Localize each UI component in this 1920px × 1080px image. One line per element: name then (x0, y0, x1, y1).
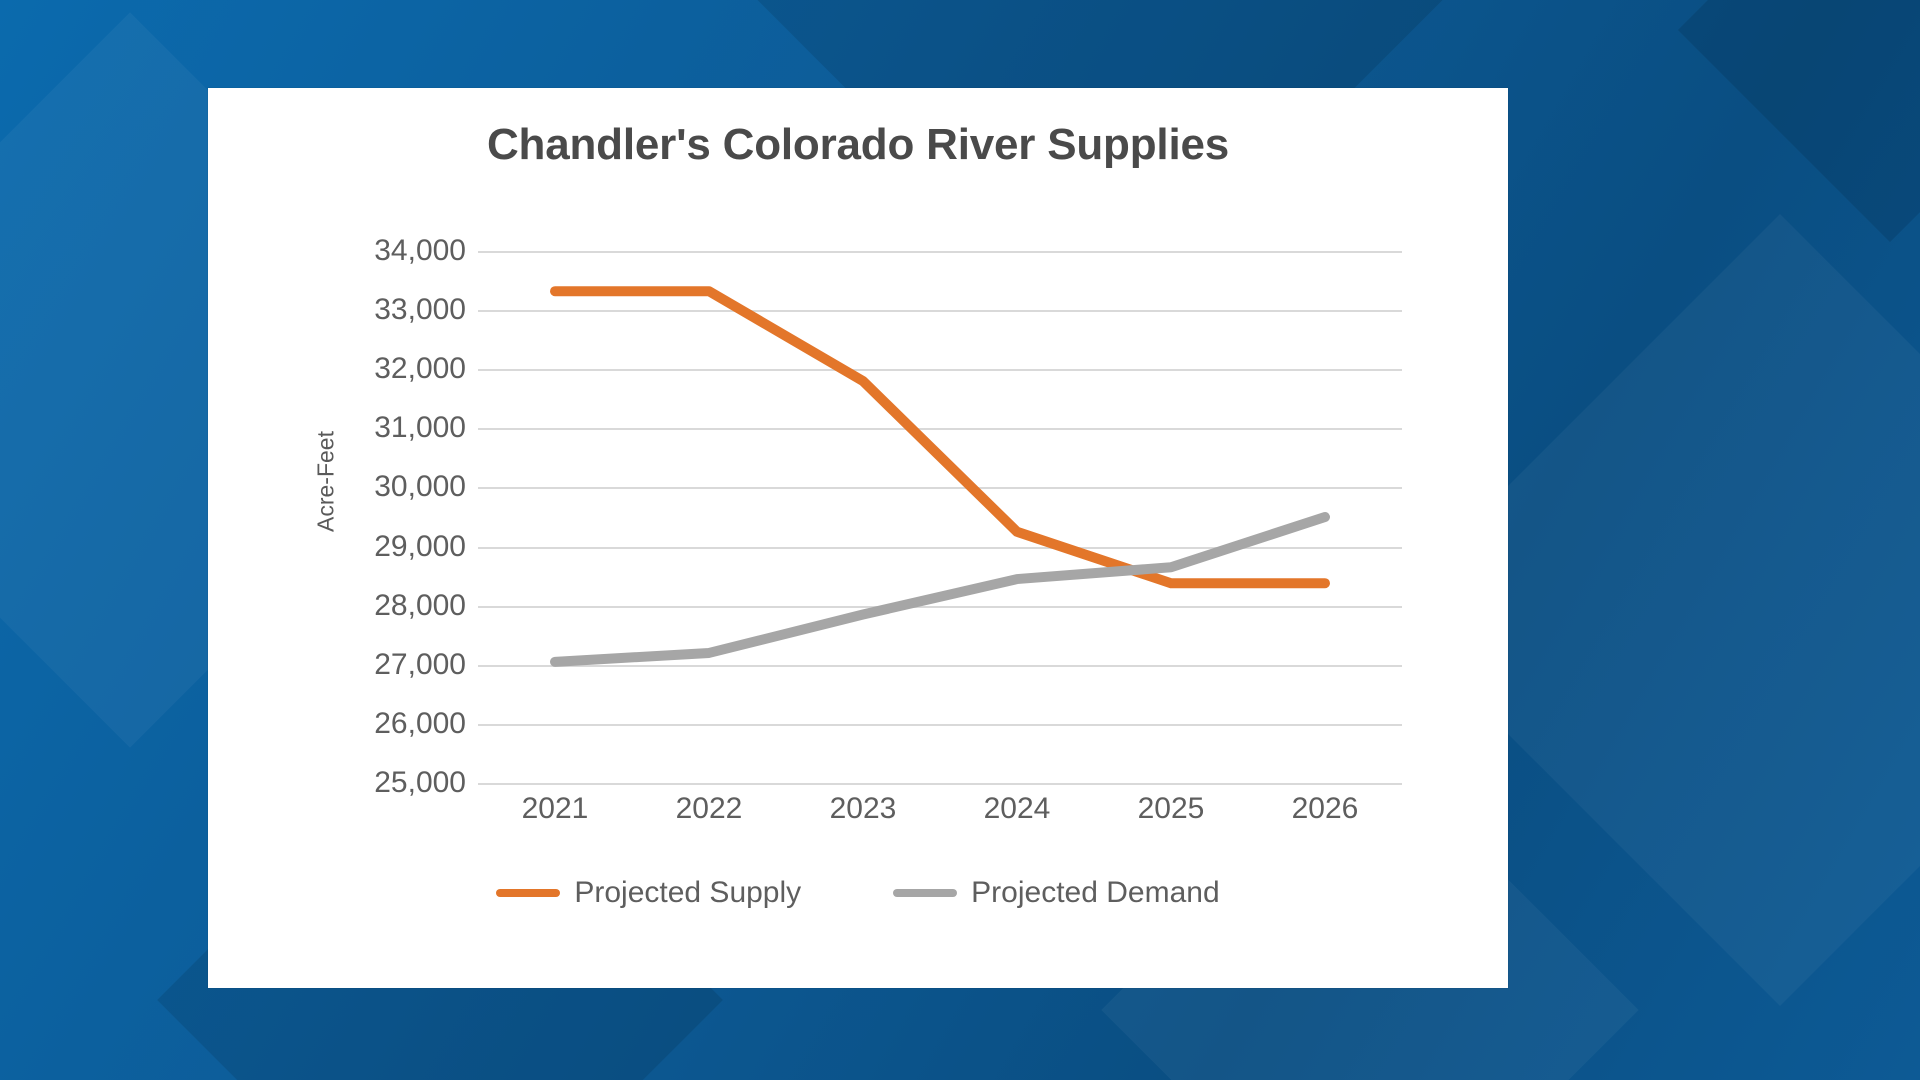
legend-entry[interactable]: Projected Supply (496, 878, 801, 908)
legend-swatch-icon (496, 889, 561, 897)
y-axis-tick-label: 27,000 (374, 647, 466, 681)
gridline (478, 723, 1402, 726)
legend-swatch-icon (893, 889, 958, 897)
y-axis-tick-label: 28,000 (374, 588, 466, 622)
y-axis-tick-label: 29,000 (374, 529, 466, 563)
series-line (550, 286, 1330, 589)
plot-area (478, 251, 1402, 785)
x-axis-tick-label: 2024 (983, 792, 1051, 825)
x-axis-tick-labels: 2021 2022 2023 2024 2025 2026 (478, 794, 1402, 844)
chart-card: Chandler's Colorado River Supplies Acre-… (208, 88, 1508, 988)
x-axis-tick-label: 2025 (1137, 792, 1205, 825)
gridline (478, 783, 1402, 785)
gridline (478, 546, 1402, 549)
x-axis-tick-label: 2021 (521, 792, 589, 825)
legend-entry[interactable]: Projected Demand (893, 876, 1220, 909)
y-axis-tick-label: 31,000 (374, 411, 466, 445)
x-axis-tick-label: 2023 (829, 792, 897, 825)
x-axis-tick-label: 2022 (675, 792, 743, 825)
gridlines (478, 251, 1402, 785)
y-axis-tick-label: 33,000 (374, 293, 466, 327)
gridline (478, 487, 1402, 490)
y-axis-tick-label: 32,000 (374, 352, 466, 386)
gridline (478, 664, 1402, 667)
x-axis-tick-label: 2026 (1291, 792, 1359, 825)
series-line (550, 512, 1330, 667)
gridline (478, 605, 1402, 608)
legend-label: Projected Supply (574, 876, 802, 909)
gridline (478, 428, 1402, 431)
y-axis-tick-label: 30,000 (374, 470, 466, 504)
y-axis-tick-label: 34,000 (374, 234, 466, 267)
background-diamond (1677, 0, 1920, 243)
chart-title: Chandler's Colorado River Supplies (486, 120, 1230, 169)
gridline (478, 369, 1402, 372)
series-lines (550, 286, 1330, 667)
y-axis-tick-label: 25,000 (374, 766, 466, 799)
legend-label: Projected Demand (971, 876, 1220, 909)
gridline (478, 251, 1402, 253)
y-axis-tick-label: 26,000 (374, 706, 466, 740)
y-axis-tick-labels: 34,000 33,000 32,000 31,000 30,000 29,000 28,0… (208, 236, 466, 798)
gridline (478, 310, 1402, 313)
chart-legend: Projected Supply Projected Demand (208, 878, 1508, 908)
